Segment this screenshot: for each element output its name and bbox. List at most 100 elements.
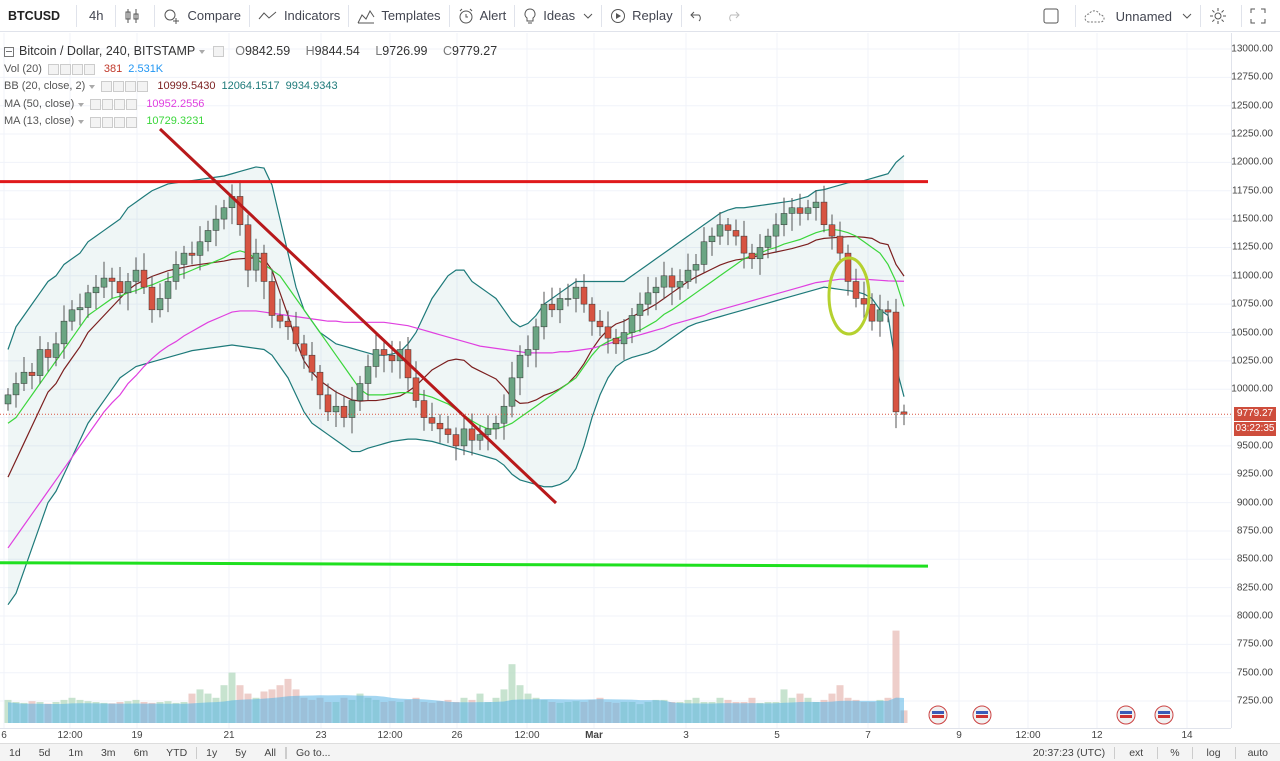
study-buttons[interactable] <box>101 81 149 93</box>
candle-down <box>852 281 860 299</box>
chevron-down-icon[interactable] <box>89 84 96 89</box>
chevron-down-icon[interactable] <box>199 49 206 54</box>
range-button[interactable]: 5d <box>38 746 51 759</box>
extended-hours-toggle[interactable]: ext <box>1129 747 1144 759</box>
range-button[interactable]: All <box>264 746 277 759</box>
candle-up <box>676 281 684 288</box>
range-button[interactable]: 1d <box>9 746 21 759</box>
candle-down <box>884 309 892 313</box>
candle-up <box>76 307 84 311</box>
undo-button[interactable] <box>682 0 718 32</box>
settings-button[interactable] <box>1201 0 1241 32</box>
candle-up <box>484 428 492 435</box>
replay-label: Replay <box>632 8 673 23</box>
candle-down <box>324 394 332 413</box>
collapse-legend-icon[interactable] <box>4 46 14 57</box>
close-value: 9779.27 <box>452 44 498 58</box>
time-scale[interactable]: 6 12:00 19 21 23 12:00 26 12:00 Mar 3 5 7 9 12:00 12 14 <box>0 728 1231 742</box>
price-tick-label: 7500.00 <box>1236 667 1273 679</box>
candle-up <box>684 269 692 282</box>
candle-up <box>460 428 468 447</box>
price-tick-label: 7750.00 <box>1236 638 1273 650</box>
time-tick-label: 7 <box>865 730 871 741</box>
range-button[interactable]: 1y <box>206 746 218 759</box>
candle-down <box>732 230 740 237</box>
bottom-right: 20:37:23 (UTC) ext % log auto <box>1024 744 1280 761</box>
flag-stripe <box>1120 715 1132 718</box>
toolbar-divider <box>154 4 156 27</box>
candle-down <box>148 286 156 311</box>
flag-stripe <box>932 715 944 718</box>
compare-icon <box>164 9 180 24</box>
compare-label: Compare <box>187 8 241 23</box>
flag-stripe <box>976 711 988 714</box>
interval-button[interactable]: 4h <box>89 8 104 23</box>
candle-up <box>772 224 780 237</box>
legend-series-buttons[interactable] <box>213 46 225 58</box>
auto-scale-toggle[interactable]: auto <box>1247 747 1268 759</box>
legend-ohlc: O9842.59 H9844.54 L9726.99 C9779.27 <box>235 43 509 61</box>
ideas-button[interactable]: Ideas <box>515 0 601 32</box>
candle-down <box>580 286 588 305</box>
time-tick-label: 5 <box>774 730 780 741</box>
price-chart[interactable] <box>0 33 1231 728</box>
range-button[interactable]: 6m <box>133 746 149 759</box>
candle-up <box>788 207 796 214</box>
symbol-search[interactable]: BTCUSD <box>8 8 61 23</box>
ideas-label: Ideas <box>543 8 576 23</box>
candle-down <box>452 434 460 447</box>
legend-ma50-row: MA (50, close) 10952.2556 <box>4 96 509 114</box>
volume-bar <box>892 630 900 723</box>
candle-up <box>644 292 652 305</box>
candle-down <box>284 320 292 328</box>
study-buttons[interactable] <box>90 116 138 128</box>
log-scale-toggle[interactable]: log <box>1206 747 1221 759</box>
chevron-down-icon[interactable] <box>78 120 85 125</box>
alert-button[interactable]: Alert <box>450 0 515 32</box>
percent-scale-toggle[interactable]: % <box>1170 747 1180 759</box>
candle-up <box>220 207 228 220</box>
candle-up <box>708 235 716 243</box>
price-tick-label: 9000.00 <box>1236 497 1273 509</box>
templates-label: Templates <box>381 8 441 23</box>
layout-save-button[interactable]: Unnamed <box>1076 0 1200 32</box>
candle-down <box>844 252 852 282</box>
chevron-down-icon[interactable] <box>78 102 85 107</box>
candle-down <box>340 405 348 418</box>
candle-up <box>60 320 68 345</box>
study-buttons[interactable] <box>90 99 138 111</box>
redo-button[interactable] <box>718 0 754 32</box>
candle-up <box>628 315 636 333</box>
volume-bar <box>508 664 516 723</box>
redo-icon <box>728 11 740 21</box>
toolbar-divider <box>1074 5 1076 27</box>
candle-up <box>532 326 540 350</box>
candle-down <box>604 326 612 339</box>
candle-down <box>444 428 452 435</box>
range-button[interactable]: 3m <box>100 746 116 759</box>
time-tick-label: 12:00 <box>1015 730 1041 741</box>
utc-clock[interactable]: 20:37:23 (UTC) <box>1032 747 1106 759</box>
time-tick-label: 14 <box>1181 730 1193 741</box>
chart-style-button[interactable] <box>116 0 154 32</box>
undo-icon <box>689 11 701 21</box>
compare-button[interactable]: Compare <box>155 0 248 32</box>
expand-button[interactable] <box>1242 0 1280 32</box>
fullscreen-toggle[interactable] <box>1033 0 1075 32</box>
range-button[interactable]: YTD <box>166 746 188 759</box>
goto-button[interactable]: Go to... <box>296 746 331 759</box>
candle-up <box>204 230 212 243</box>
candle-up <box>692 264 700 271</box>
price-scale[interactable]: 13000.00 12750.00 12500.00 12250.00 12000.00… <box>1231 33 1280 728</box>
range-button[interactable]: 1m <box>68 746 83 759</box>
candle-down <box>108 277 116 282</box>
templates-button[interactable]: Templates <box>349 0 448 32</box>
indicators-button[interactable]: Indicators <box>250 0 348 32</box>
price-tick-label: 11750.00 <box>1232 185 1273 197</box>
range-button[interactable]: 5y <box>235 746 247 759</box>
chart-pane[interactable]: Bitcoin / Dollar, 240, BITSTAMP O9842.59… <box>0 33 1280 743</box>
replay-button[interactable]: Replay <box>602 0 680 32</box>
candle-up <box>508 377 516 407</box>
candle-up <box>348 400 356 418</box>
study-buttons[interactable] <box>47 63 96 75</box>
